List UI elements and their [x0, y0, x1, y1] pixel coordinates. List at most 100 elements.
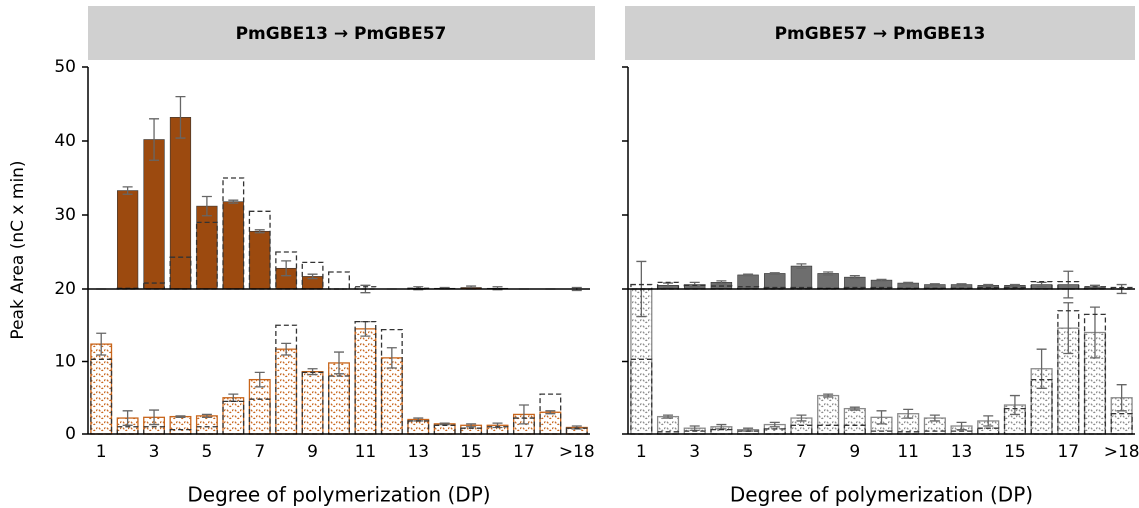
- y-tick-label: 0: [65, 424, 76, 444]
- panel-header: [625, 6, 1135, 60]
- bar: [486, 426, 509, 435]
- error-bar: [769, 272, 780, 275]
- error-bar: [201, 195, 212, 217]
- error-bar: [122, 186, 133, 195]
- error-bar: [983, 283, 994, 287]
- x-tick-label: >18: [1104, 442, 1139, 462]
- y-tick-label: 30: [54, 205, 76, 225]
- bar: [764, 273, 786, 290]
- bar: [380, 328, 403, 435]
- error-bar: [149, 409, 160, 426]
- error-bar: [122, 410, 133, 426]
- bar: [116, 426, 139, 435]
- error-bar: [769, 421, 780, 428]
- panel-title: PmGBE57 → PmGBE13: [775, 24, 986, 44]
- error-bar: [281, 260, 292, 277]
- x-tick-label: 9: [849, 442, 860, 462]
- x-tick-label: 9: [307, 442, 318, 462]
- panel-title: PmGBE13 → PmGBE57: [236, 24, 447, 44]
- bar: [196, 205, 218, 290]
- error-bar: [663, 414, 674, 419]
- error-bar: [929, 414, 940, 422]
- bar: [407, 418, 430, 435]
- error-bar: [1116, 384, 1127, 412]
- error-bar: [1009, 394, 1020, 416]
- bar: [1030, 280, 1053, 290]
- x-tick-label: 7: [254, 442, 265, 462]
- bar: [143, 426, 166, 435]
- error-bar: [796, 414, 807, 422]
- bar: [248, 378, 271, 435]
- error-bar: [175, 95, 186, 139]
- bar: [817, 273, 839, 290]
- y-tick-label: 50: [54, 57, 76, 77]
- error-bar: [466, 423, 477, 428]
- x-tick-label: 5: [743, 442, 754, 462]
- error-bar: [716, 280, 727, 285]
- y-tick-label: 20: [54, 279, 76, 299]
- x-tick-label: 3: [149, 442, 160, 462]
- error-bar: [254, 229, 265, 234]
- bar: [843, 407, 866, 435]
- bar: [539, 411, 562, 435]
- bar: [143, 139, 165, 290]
- error-bar: [518, 404, 529, 425]
- bar: [1030, 378, 1053, 435]
- error-bar: [439, 422, 450, 426]
- x-tick-label: 15: [1004, 442, 1026, 462]
- y-tick-label: 10: [54, 352, 76, 372]
- bar: [380, 357, 403, 435]
- error-bar: [716, 423, 727, 430]
- error-bar: [876, 278, 887, 282]
- y-tick-label: 40: [54, 131, 76, 151]
- bar: [512, 417, 535, 435]
- bar: [117, 190, 139, 290]
- x-tick-label: 7: [796, 442, 807, 462]
- bar: [354, 328, 377, 435]
- error-bar: [307, 273, 318, 280]
- error-bar: [689, 281, 700, 288]
- x-tick-label: >18: [559, 442, 595, 462]
- error-bar: [876, 410, 887, 425]
- error-bar: [903, 408, 914, 419]
- error-bar: [743, 273, 754, 277]
- bar: [222, 400, 245, 435]
- bar: [90, 343, 113, 435]
- bar: [1083, 313, 1107, 435]
- error-bar: [334, 351, 344, 375]
- error-bar: [545, 410, 556, 415]
- bar: [354, 320, 377, 435]
- bar: [817, 424, 840, 435]
- error-bar: [149, 118, 160, 161]
- bar: [222, 177, 245, 290]
- x-tick-label: 13: [407, 442, 429, 462]
- error-bar: [96, 332, 107, 356]
- bar: [275, 348, 298, 435]
- bar: [328, 271, 350, 290]
- bar: [222, 397, 245, 435]
- error-bar: [689, 425, 700, 432]
- x-tick-label: 1: [96, 442, 107, 462]
- bar: [843, 424, 866, 435]
- error-bar: [307, 368, 318, 376]
- bar: [195, 426, 218, 435]
- error-bar: [1063, 270, 1074, 299]
- bar: [169, 256, 192, 290]
- bar: [1057, 280, 1080, 290]
- bar: [222, 201, 244, 290]
- error-bar: [1036, 281, 1047, 288]
- error-bar: [956, 421, 967, 431]
- bar: [195, 415, 218, 435]
- bar: [790, 265, 813, 290]
- bar: [169, 415, 192, 435]
- y-axis-title: Peak Area (nC x min): [8, 160, 28, 339]
- panel-header: [88, 6, 595, 60]
- bar: [656, 281, 680, 290]
- bar: [433, 424, 456, 435]
- bar: [977, 427, 1000, 435]
- x-tick-label: 11: [355, 442, 377, 462]
- error-bar: [1036, 348, 1047, 389]
- error-bar: [849, 406, 860, 411]
- bar: [249, 230, 271, 290]
